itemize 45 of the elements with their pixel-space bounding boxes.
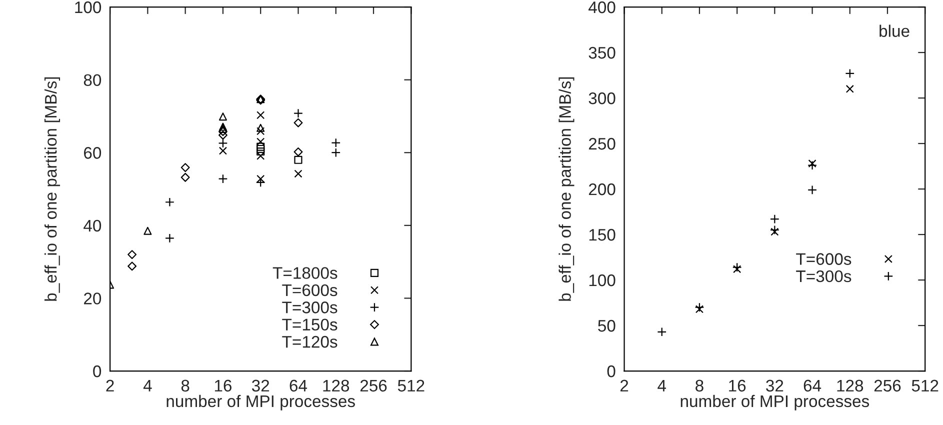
text: blue xyxy=(880,24,910,37)
x-tick-label: 512 xyxy=(912,380,938,392)
x-tick-label: 32 xyxy=(766,380,784,392)
x-tick-label: 16 xyxy=(729,380,746,392)
y-axis-title: b_eff_io of one partition [MB/s] xyxy=(558,77,574,301)
x-tick-label: 4 xyxy=(143,380,152,392)
x-tick-label: 16 xyxy=(214,380,232,392)
x-tick-label: 8 xyxy=(696,380,704,392)
x-tick-label: 256 xyxy=(874,380,901,392)
y-tick-label: 400 xyxy=(588,1,616,14)
y-tick-label: 150 xyxy=(589,228,616,241)
legend-label: T=300s xyxy=(282,302,338,314)
y-tick-label: 20 xyxy=(84,292,102,304)
y-tick-label: 60 xyxy=(84,147,102,159)
x-tick-label: 4 xyxy=(658,380,666,392)
x-tick-label: 2 xyxy=(106,380,114,392)
legend-label: T=600s xyxy=(796,253,852,265)
legend-label: T=1800s xyxy=(272,267,338,279)
y-tick-label: 0 xyxy=(607,365,616,378)
legend-label: T=600s xyxy=(282,284,338,296)
y-tick-label: 350 xyxy=(588,46,616,59)
y-tick-label: 200 xyxy=(588,183,616,196)
legend-label: T=150s xyxy=(282,318,338,331)
x-tick-label: 128 xyxy=(323,380,350,392)
x-tick-label: 64 xyxy=(290,380,308,392)
y-tick-label: 80 xyxy=(84,74,102,86)
legend-label: T=300s xyxy=(796,270,852,282)
y-axis-title: b_eff_io of one partition [MB/s] xyxy=(44,77,60,301)
y-tick-label: 300 xyxy=(588,92,616,104)
y-tick-label: 100 xyxy=(589,274,616,286)
x-tick-label: 32 xyxy=(252,380,270,392)
y-tick-label: 100 xyxy=(75,1,102,14)
legend-label: T=120s xyxy=(282,336,338,348)
y-tick-label: 250 xyxy=(588,138,616,150)
x-tick-label: 2 xyxy=(620,380,628,392)
y-tick-label: 50 xyxy=(598,320,616,332)
x-tick-label: 128 xyxy=(837,380,864,392)
x-axis-title: number of MPI processes xyxy=(166,394,355,410)
x-axis-title: number of MPI processes xyxy=(680,394,870,410)
y-tick-label: 0 xyxy=(93,365,102,378)
x-tick-label: 64 xyxy=(804,380,822,392)
x-tick-label: 8 xyxy=(181,380,190,392)
x-tick-label: 256 xyxy=(360,380,387,392)
y-tick-label: 40 xyxy=(84,220,102,232)
x-tick-label: 512 xyxy=(398,380,424,392)
